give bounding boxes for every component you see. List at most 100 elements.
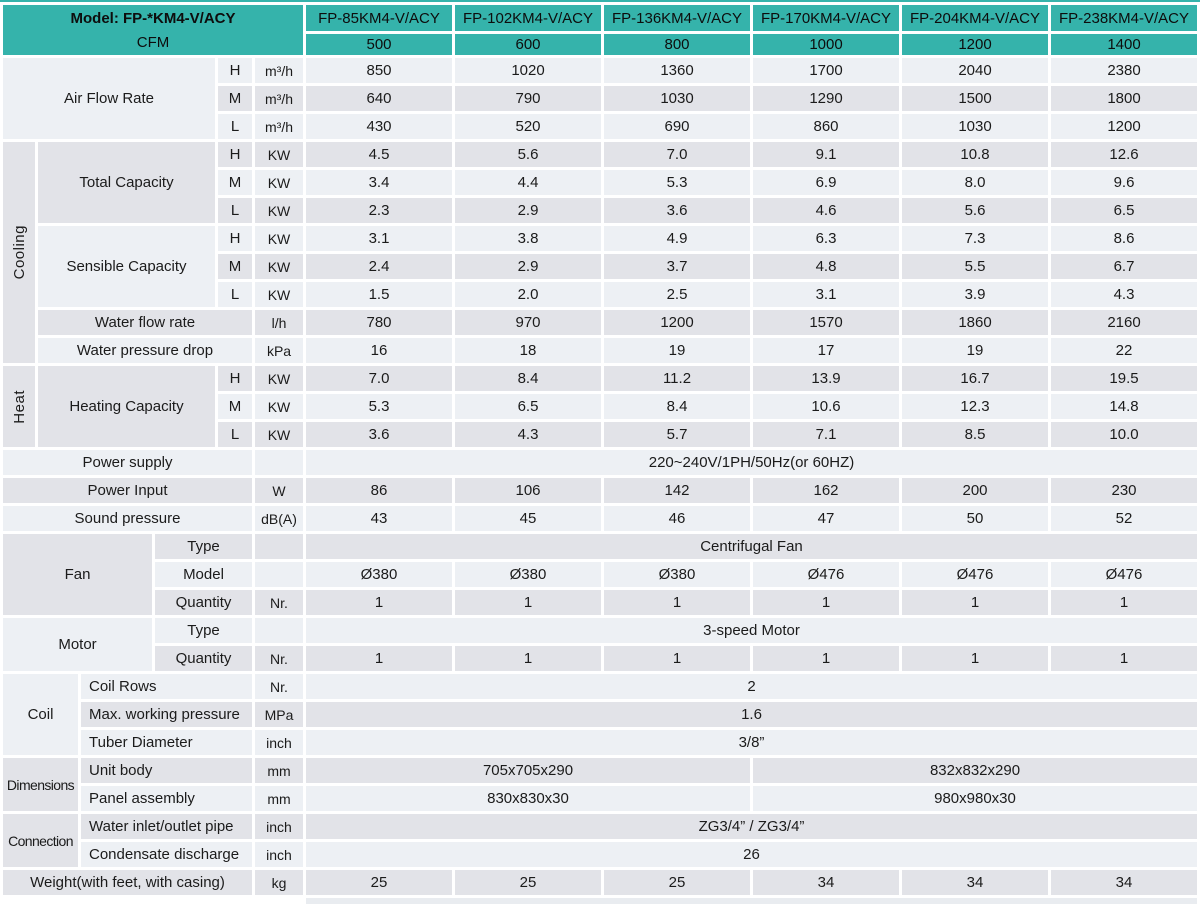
value-cell: 5.6 [455,142,601,167]
row-label-cell: Air Flow Rate [3,58,215,139]
unit-cell: KW [255,366,303,391]
section-label-cell: Heat [10,389,28,424]
value-cell: 3.1 [306,226,452,251]
unit-cell: kPa [255,338,303,363]
row-label-cell: Sound pressure [3,506,252,531]
row-label-cell: Type [155,534,252,559]
row-label-cell: Sensible Capacity [38,226,215,307]
value-cell: 17 [753,338,899,363]
value-cell: 5.6 [902,198,1048,223]
value-cell: 3.9 [902,282,1048,307]
value-cell: Ø380 [455,562,601,587]
value-cell: 10.6 [753,394,899,419]
value-cell: 4.5 [306,142,452,167]
value-cell: 11.2 [604,366,750,391]
value-cell: 1.5 [306,282,452,307]
value-cell: 1860 [902,310,1048,335]
value-cell: 1700 [753,58,899,83]
value-cell: 5.5 [902,254,1048,279]
unit-cell: W [255,478,303,503]
value-cell: 850 [306,58,452,83]
value-cell: 3.4 [306,170,452,195]
section-label-cell: Connection [3,814,78,867]
value-cell: 8.5 [902,422,1048,447]
row-label-cell: Weight(with feet, with casing) [3,870,252,895]
value-cell: 4.8 [753,254,899,279]
top-border [0,0,1200,2]
row-label-cell: Type [155,618,252,643]
value-cell: 640 [306,86,452,111]
value-cell: 430 [306,114,452,139]
value-cell: 780 [306,310,452,335]
unit-cell: Nr. [255,646,303,671]
row-label-cell: Power supply [3,450,252,475]
value-cell: 1 [306,646,452,671]
value-cell: 1 [306,590,452,615]
value-cell: 2.0 [455,282,601,307]
section-label-cell: Cooling [3,142,35,363]
row-label-cell: Power Input [3,478,252,503]
value-cell: 2.3 [306,198,452,223]
merged-value-cell: 3/8” [306,730,1197,755]
value-cell: 10.0 [1051,422,1197,447]
speed-cell: H [218,58,252,83]
unit-cell: KW [255,254,303,279]
value-cell: 3.6 [604,198,750,223]
merged-value-cell: Centrifugal Fan [306,534,1197,559]
merged-value-cell: 220~240V/1PH/50Hz(or 60HZ) [306,450,1197,475]
value-cell: 25 [306,870,452,895]
value-cell: 25 [455,870,601,895]
section-label-cell: Heat [3,366,35,447]
value-cell: 12.3 [902,394,1048,419]
section-label-cell: Motor [3,618,152,671]
value-cell: 2380 [1051,58,1197,83]
row-label-cell: Water flow rate [38,310,252,335]
value-cell: 142 [604,478,750,503]
value-cell: 1 [455,590,601,615]
column-header-cfm: 1000 [753,34,899,55]
column-header-cfm: 800 [604,34,750,55]
merged-value-cell: ZG3/4” / ZG3/4” [306,814,1197,839]
value-cell: 86 [306,478,452,503]
value-cell: 9.1 [753,142,899,167]
column-header-cfm: 1200 [902,34,1048,55]
value-cell: 16 [306,338,452,363]
value-cell: 2.4 [306,254,452,279]
value-cell: 1 [604,590,750,615]
value-cell: 1200 [1051,114,1197,139]
value-cell: 52 [1051,506,1197,531]
speed-cell: L [218,114,252,139]
value-cell: 10.8 [902,142,1048,167]
unit-cell: KW [255,142,303,167]
unit-cell: m³/h [255,58,303,83]
unit-cell [255,534,303,559]
merged-value-cell: 2 [306,674,1197,699]
value-cell: 6.5 [455,394,601,419]
half-value-cell: 830x830x30 [306,786,750,811]
column-header-model: FP-204KM4-V/ACY [902,5,1048,31]
row-label-cell: Model [155,562,252,587]
speed-cell: H [218,142,252,167]
value-cell: 47 [753,506,899,531]
unit-cell: KW [255,226,303,251]
value-cell: 8.6 [1051,226,1197,251]
speed-cell: M [218,86,252,111]
value-cell: 1 [902,590,1048,615]
value-cell: 7.0 [604,142,750,167]
value-cell: 1500 [902,86,1048,111]
value-cell: 1 [753,646,899,671]
unit-cell: inch [255,814,303,839]
value-cell: 4.6 [753,198,899,223]
model-header-cell: Model: FP-*KM4-V/ACY CFM [3,5,303,55]
speed-cell: M [218,254,252,279]
column-header-model: FP-238KM4-V/ACY [1051,5,1197,31]
value-cell: 2040 [902,58,1048,83]
value-cell: 2160 [1051,310,1197,335]
value-cell: 1 [1051,646,1197,671]
value-cell: 1290 [753,86,899,111]
value-cell: 4.4 [455,170,601,195]
value-cell: 2.9 [455,254,601,279]
value-cell: 1030 [604,86,750,111]
